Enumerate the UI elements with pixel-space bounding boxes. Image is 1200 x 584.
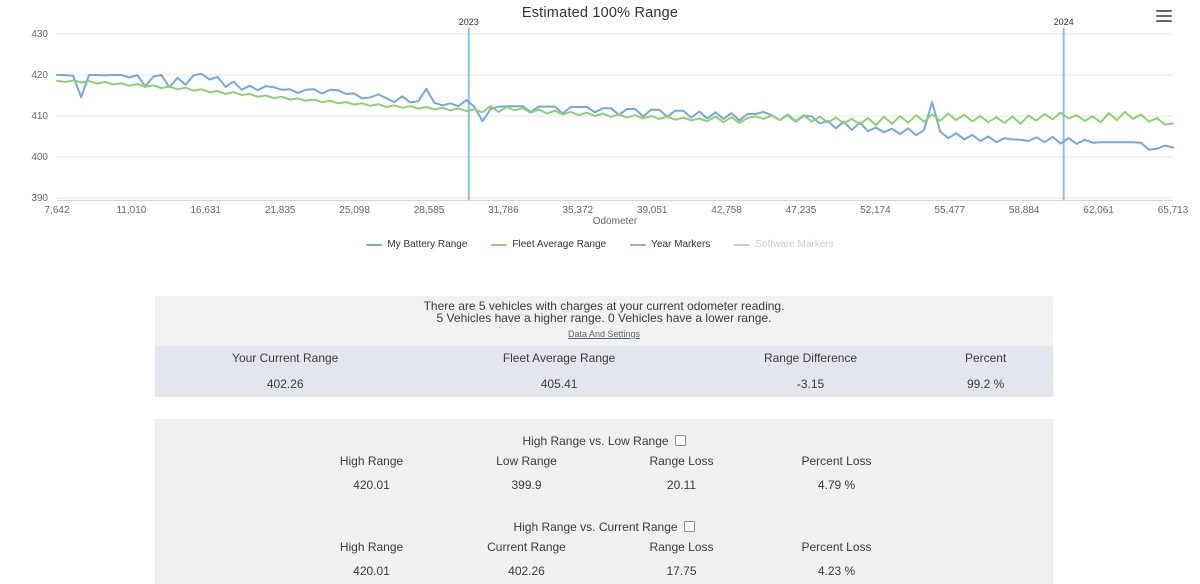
legend-item-my-battery-range[interactable]: My Battery Range xyxy=(366,239,467,250)
range-comparison-panel: High Range vs. Low Range High Range Low … xyxy=(155,419,1053,584)
your-current-range-header: Your Current Range xyxy=(232,351,339,365)
svg-text:390: 390 xyxy=(31,193,48,204)
x-axis-title: Odometer xyxy=(592,216,638,227)
range-difference-value: -3.15 xyxy=(796,376,825,391)
high-range-header: High Range xyxy=(339,540,404,554)
legend-item-year-markers[interactable]: Year Markers xyxy=(630,239,710,250)
fleet-average-range-value: 405.41 xyxy=(540,376,578,391)
svg-text:39,051: 39,051 xyxy=(637,205,668,216)
legend-label: My Battery Range xyxy=(387,239,468,250)
hamburger-icon xyxy=(1156,14,1172,18)
svg-text:16,631: 16,631 xyxy=(191,205,222,216)
current-range-header: Current Range xyxy=(487,540,566,554)
high-vs-current-title: High Range vs. Current Range xyxy=(513,520,678,534)
svg-text:47,235: 47,235 xyxy=(786,205,817,216)
percent-loss-value: 4.23 % xyxy=(817,564,856,578)
year-markers-line-swatch-icon xyxy=(630,243,647,246)
fleet-summary-table: Your Current Range Fleet Average Range R… xyxy=(155,346,1053,397)
range-loss-header: Range Loss xyxy=(649,454,714,468)
chart-legend: My Battery Range Fleet Average Range Yea… xyxy=(0,239,1200,250)
low-range-value: 399.9 xyxy=(511,478,542,492)
high-vs-low-table: High Range Low Range Range Loss Percent … xyxy=(294,454,914,492)
range-loss-header: Range Loss xyxy=(649,540,714,554)
legend-item-software-markers[interactable]: Software Markers xyxy=(734,239,834,250)
high-vs-low-header-row: High Range Low Range Range Loss Percent … xyxy=(294,454,914,468)
svg-text:430: 430 xyxy=(31,29,48,40)
high-vs-low-title-row: High Range vs. Low Range xyxy=(155,434,1053,448)
svg-text:42,758: 42,758 xyxy=(711,205,742,216)
high-vs-low-section: High Range vs. Low Range High Range Low … xyxy=(155,434,1053,492)
high-range-header: High Range xyxy=(339,454,404,468)
percent-value: 99.2 % xyxy=(966,376,1005,391)
summary-value-row: 402.26 405.41 -3.15 99.2 % xyxy=(155,370,1053,397)
fleet-average-range-header: Fleet Average Range xyxy=(502,351,616,365)
high-range-value: 420.01 xyxy=(353,564,390,578)
range-loss-value: 17.75 xyxy=(666,564,697,578)
hamburger-icon xyxy=(1156,19,1172,22)
high-vs-current-checkbox[interactable] xyxy=(683,521,695,532)
svg-text:400: 400 xyxy=(31,152,48,163)
fleet-average-range-line-swatch-icon xyxy=(491,243,508,246)
percent-loss-header: Percent Loss xyxy=(801,454,872,468)
summary-line-1: There are 5 vehicles with charges at you… xyxy=(423,299,785,313)
svg-text:28,585: 28,585 xyxy=(414,205,445,216)
svg-text:52,174: 52,174 xyxy=(860,205,891,216)
high-vs-current-title-row: High Range vs. Current Range xyxy=(155,520,1053,534)
data-and-settings-link[interactable]: Data And Settings xyxy=(567,329,641,339)
svg-text:21,835: 21,835 xyxy=(265,205,296,216)
svg-text:58,884: 58,884 xyxy=(1009,205,1040,216)
svg-text:2024: 2024 xyxy=(1054,17,1074,27)
high-vs-low-title: High Range vs. Low Range xyxy=(522,434,669,448)
high-vs-low-checkbox[interactable] xyxy=(674,435,686,446)
svg-text:420: 420 xyxy=(31,70,48,81)
svg-text:35,372: 35,372 xyxy=(563,205,594,216)
high-vs-current-table: High Range Current Range Range Loss Perc… xyxy=(294,540,914,578)
high-vs-current-value-row: 420.01 402.26 17.75 4.23 % xyxy=(294,564,914,578)
legend-label: Year Markers xyxy=(651,239,711,250)
your-current-range-value: 402.26 xyxy=(266,376,304,391)
summary-line-2: 5 Vehicles have a higher range. 0 Vehicl… xyxy=(436,311,772,325)
svg-text:25,098: 25,098 xyxy=(339,205,370,216)
hamburger-icon xyxy=(1156,10,1172,13)
svg-text:7,642: 7,642 xyxy=(44,205,69,216)
svg-text:65,713: 65,713 xyxy=(1158,205,1189,216)
chart-title: Estimated 100% Range xyxy=(521,5,679,21)
chart-context-menu-button[interactable] xyxy=(1156,10,1172,22)
svg-text:11,010: 11,010 xyxy=(116,205,146,216)
range-difference-header: Range Difference xyxy=(763,351,858,365)
summary-header-row: Your Current Range Fleet Average Range R… xyxy=(155,346,1053,370)
high-vs-current-section: High Range vs. Current Range High Range … xyxy=(155,520,1053,578)
fleet-summary-panel: There are 5 vehicles with charges at you… xyxy=(155,296,1053,397)
svg-text:2023: 2023 xyxy=(459,17,479,27)
percent-loss-value: 4.79 % xyxy=(817,478,856,492)
percent-header: Percent xyxy=(964,351,1007,365)
my-battery-range-line-swatch-icon xyxy=(366,243,383,246)
legend-label: Fleet Average Range xyxy=(512,239,607,250)
range-loss-value: 20.11 xyxy=(666,478,697,492)
percent-loss-header: Percent Loss xyxy=(801,540,872,554)
low-range-header: Low Range xyxy=(496,454,557,468)
software-markers-line-swatch-icon xyxy=(734,243,751,246)
high-vs-low-value-row: 420.01 399.9 20.11 4.79 % xyxy=(294,478,914,492)
legend-item-fleet-average-range[interactable]: Fleet Average Range xyxy=(491,239,606,250)
legend-label: Software Markers xyxy=(755,239,834,250)
svg-text:410: 410 xyxy=(31,111,48,122)
current-range-value: 402.26 xyxy=(508,564,545,578)
high-range-value: 420.01 xyxy=(353,478,390,492)
svg-text:31,786: 31,786 xyxy=(488,205,519,216)
svg-text:62,061: 62,061 xyxy=(1083,205,1114,216)
svg-text:55,477: 55,477 xyxy=(935,205,966,216)
high-vs-current-header-row: High Range Current Range Range Loss Perc… xyxy=(294,540,914,554)
fleet-summary-text: There are 5 vehicles with charges at you… xyxy=(155,296,1053,346)
